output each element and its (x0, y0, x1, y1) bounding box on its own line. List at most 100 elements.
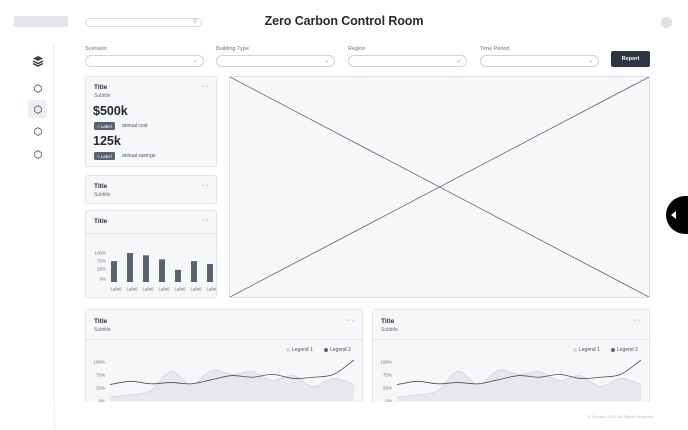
bar (175, 269, 181, 282)
search-input[interactable]: ⚲ (85, 18, 202, 27)
filter-label-building-type: Building Type (216, 46, 249, 52)
x-tick-label: Label (190, 287, 201, 292)
legend-swatch (573, 348, 577, 352)
sidebar-item-1[interactable] (28, 79, 47, 97)
legend-item-2: Legend 2 (324, 347, 351, 353)
status-badge: ○ Label (94, 122, 115, 130)
y-tick-label: 100% (93, 360, 105, 365)
chevron-down-icon: ⌄ (192, 58, 198, 64)
more-menu-button[interactable]: ··· (346, 317, 354, 324)
legend-item-1: Legend 1 (573, 347, 600, 353)
bar (207, 264, 213, 282)
y-tick-label: 100% (380, 360, 392, 365)
series-line-legend-2 (109, 359, 355, 385)
x-tick-label: Label (110, 287, 121, 292)
series-line-legend-1 (396, 369, 642, 398)
sidebar-item-4[interactable] (28, 145, 47, 163)
sidebar-border (54, 402, 55, 430)
x-tick-label: Label (206, 287, 216, 292)
y-tick-label: 75% (383, 373, 392, 378)
region-select[interactable]: ⌄ (348, 55, 467, 67)
y-tick-label: 25% (383, 386, 392, 391)
summary-card: Title Subtitle ··· (85, 175, 217, 204)
bar (191, 261, 197, 282)
kpi-value-savings: 125k (93, 134, 121, 148)
chevron-down-icon: ⌄ (455, 58, 461, 64)
card-subtitle: Subtitle (94, 327, 111, 333)
card-subtitle: Subtitle (94, 93, 111, 99)
x-tick-label: Label (142, 287, 153, 292)
hexagon-icon (33, 104, 42, 114)
placeholder-cross (230, 77, 649, 297)
brand-logo-placeholder (14, 16, 68, 27)
circle-icon: ○ (97, 153, 100, 159)
copyright-text: © Product 2023. All Rights Reserved. (587, 414, 654, 419)
search-icon: ⚲ (192, 19, 197, 25)
time-period-select[interactable]: ⌄ (480, 55, 599, 67)
page-title: Zero Carbon Control Room (264, 14, 424, 28)
bar-chart-card: Title ··· 100% 75% 25% 0% Label Label Label Lab… (85, 210, 217, 298)
legend-swatch (286, 348, 290, 352)
sidebar-item-3[interactable] (28, 122, 47, 140)
y-tick-label: 25% (96, 386, 105, 391)
x-tick-label: Label (174, 287, 185, 292)
footer: © Product 2023. All Rights Reserved. (0, 402, 688, 430)
bar (159, 259, 165, 282)
sidebar-item-2[interactable] (28, 100, 47, 118)
filter-label-scenario: Scenario (85, 46, 107, 52)
side-panel-toggle[interactable] (666, 196, 688, 234)
series-area-legend-1 (397, 369, 641, 401)
kpi-value-cost: $500k (93, 104, 128, 118)
y-tick-label: 100% (94, 251, 106, 256)
building-type-select[interactable]: ⌄ (216, 55, 335, 67)
layers-icon[interactable] (32, 55, 44, 67)
card-divider (86, 339, 362, 340)
bar-chart: 100% 75% 25% 0% Label Label Label Label Label Lab… (94, 251, 216, 292)
legend-item-2: Legend 2 (611, 347, 638, 353)
card-title: Title (94, 183, 108, 190)
status-badge: ○ Label (94, 152, 115, 160)
y-tick-label: 75% (96, 373, 105, 378)
hexagon-icon (33, 83, 42, 93)
more-menu-button[interactable]: ··· (633, 317, 641, 324)
series-line-legend-1 (109, 369, 355, 398)
card-divider (373, 339, 649, 340)
legend-label: Legend 1 (579, 347, 600, 353)
top-bar: ⚲ Zero Carbon Control Room (0, 0, 688, 44)
card-subtitle: Subtitle (381, 327, 398, 333)
filter-label-region: Region (348, 46, 366, 52)
y-tick-label: 0% (385, 399, 392, 404)
legend-item-1: Legend 1 (286, 347, 313, 353)
kpi-card: Title Subtitle ··· $500k ○ Label annual c… (85, 76, 217, 167)
more-menu-button[interactable]: ··· (201, 182, 209, 189)
chevron-down-icon: ⌄ (323, 58, 329, 64)
card-title: Title (94, 318, 108, 325)
legend-swatch (324, 348, 328, 352)
y-tick-label: 0% (98, 399, 105, 404)
hexagon-icon (33, 149, 42, 159)
series-line-legend-2 (396, 359, 642, 385)
more-menu-button[interactable]: ··· (201, 217, 209, 224)
chevron-left-icon (671, 211, 676, 219)
report-button[interactable]: Report (611, 51, 650, 67)
card-divider (86, 233, 216, 234)
x-tick-label: Label (126, 287, 137, 292)
avatar[interactable] (661, 17, 672, 28)
more-menu-button[interactable]: ··· (201, 83, 209, 90)
scenario-select[interactable]: ⌄ (85, 55, 204, 67)
y-tick-label: 75% (97, 259, 106, 264)
kpi-caption-savings: annual savings (122, 153, 156, 159)
y-tick-label: 0% (99, 277, 106, 282)
legend-label: Legend 2 (617, 347, 638, 353)
legend-label: Legend 1 (292, 347, 313, 353)
badge-label: Label (100, 153, 112, 159)
kpi-caption-cost: annual cost (122, 123, 148, 129)
card-subtitle: Subtitle (94, 192, 111, 198)
image-placeholder (229, 76, 650, 298)
legend-label: Legend 2 (330, 347, 351, 353)
filter-label-time-period: Time Period (480, 46, 510, 52)
line-chart: 100% 75% 25% 0% (380, 359, 642, 404)
chevron-down-icon: ⌄ (587, 58, 593, 64)
y-tick-label: 25% (97, 267, 106, 272)
line-chart: 100% 75% 25% 0% (93, 359, 355, 404)
